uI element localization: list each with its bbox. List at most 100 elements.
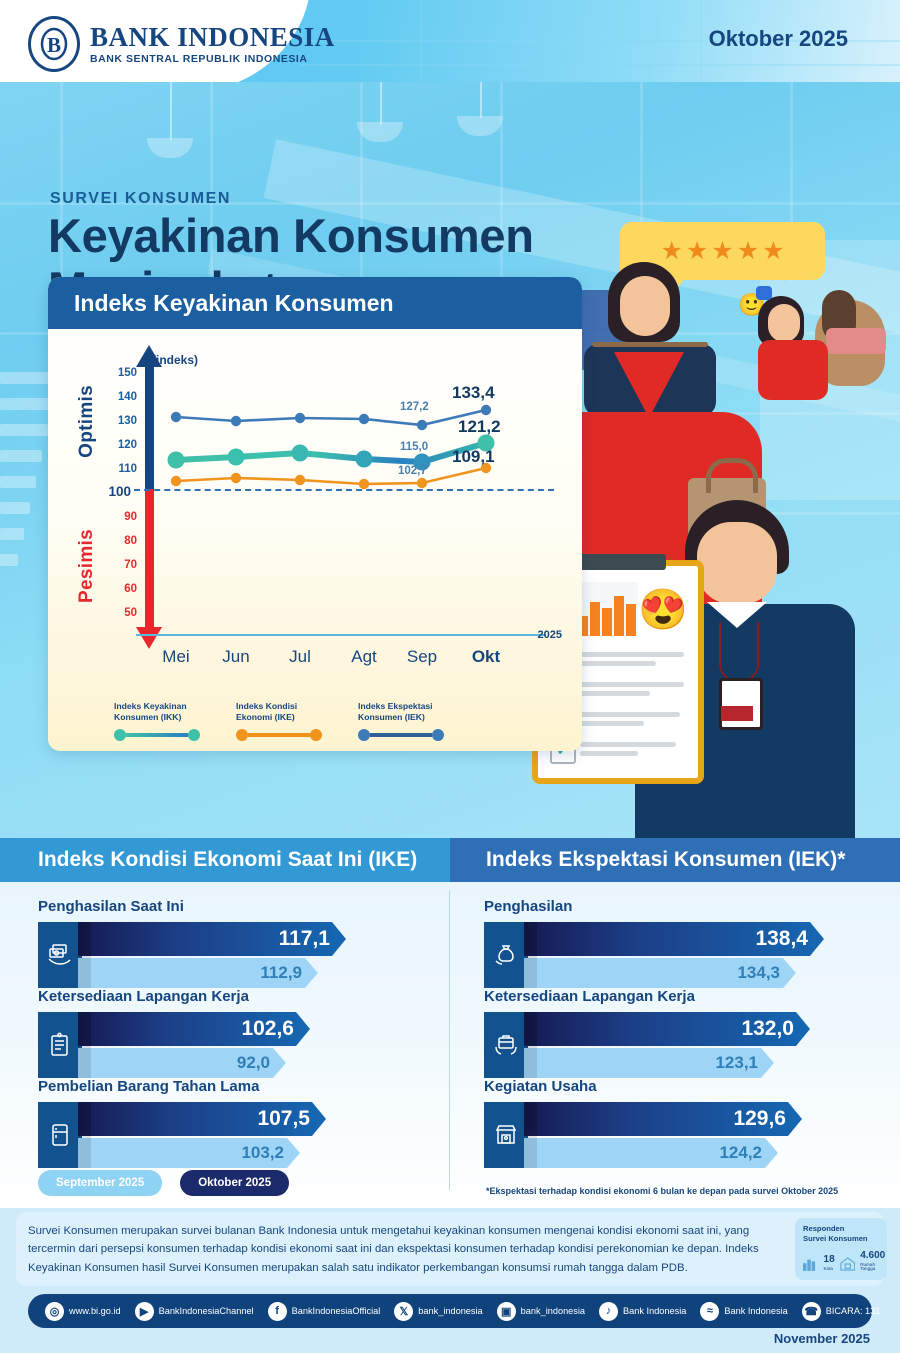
city-buildings-icon	[803, 1259, 816, 1271]
iek-value-previous: 124,2	[719, 1143, 762, 1162]
ike-bar-current: 102,6	[78, 1012, 310, 1046]
tiktok-icon: ♪	[599, 1301, 619, 1321]
page-header: B BANK INDONESIA BANK SENTRAL REPUBLIK I…	[0, 0, 900, 82]
globe-icon: ◎	[45, 1301, 64, 1321]
data-label-ikk-okt: 121,2	[458, 417, 501, 436]
series-point-ike	[294, 474, 306, 486]
ike-value-previous: 92,0	[236, 1053, 270, 1072]
hanger-icon	[592, 342, 708, 347]
ike-value-current: 107,5	[257, 1107, 310, 1130]
data-label-ike-okt: 109,1	[452, 447, 495, 466]
publish-date: November 2025	[773, 1331, 870, 1346]
footer-description-box	[16, 1212, 884, 1286]
chart-title: Indeks Keyakinan Konsumen	[74, 289, 394, 316]
series-point-ike	[358, 478, 370, 490]
series-point-ikk	[477, 434, 495, 452]
series-point-ikk	[413, 453, 431, 471]
ike-section-header: Indeks Kondisi Ekonomi Saat Ini (IKE)	[0, 838, 450, 882]
placeholder-line	[580, 682, 684, 687]
house-icon	[839, 1256, 855, 1271]
girl-face	[768, 304, 800, 342]
bar-notch	[78, 1102, 91, 1168]
legend-label-line2: Konsumen (IEK)	[358, 712, 425, 723]
social-item-website[interactable]: ◎ www.bi.go.id	[40, 1301, 126, 1321]
series-point-ikk	[227, 448, 245, 466]
responden-rt-label: Rumah Tangga	[860, 1261, 876, 1272]
bar-notch	[78, 1012, 91, 1078]
data-label-iek-sep: 127,2	[400, 401, 429, 413]
header-date-badge: Oktober 2025	[708, 26, 848, 51]
series-point-iek	[230, 415, 242, 427]
chart-axis-unit: (indeks)	[152, 353, 199, 367]
y-tick-120: 120	[117, 439, 137, 451]
iek-value-current: 138,4	[755, 927, 808, 950]
ike-bar-previous: 92,0	[78, 1048, 286, 1078]
social-label: bank_indonesia	[418, 1306, 483, 1316]
woman-face	[620, 276, 670, 336]
iek-item-label: Penghasilan	[484, 898, 573, 915]
bank-indonesia-logo: B BANK INDONESIA BANK SENTRAL REPUBLIK I…	[28, 16, 335, 72]
pill-previous-period: September 2025	[38, 1170, 163, 1196]
series-point-iek	[294, 412, 306, 424]
spotify-icon: ≈	[700, 1301, 720, 1321]
social-item-tiktok[interactable]: ♪ Bank Indonesia	[594, 1301, 691, 1321]
svg-text:B: B	[47, 33, 61, 57]
iek-value-current: 129,6	[733, 1107, 786, 1130]
legend-swatch-ike	[236, 729, 322, 742]
legend-label-line1: Indeks Keyakinan	[114, 701, 187, 711]
iek-item-penghasilan: Penghasilan 138,4 134,3	[484, 898, 864, 988]
lamp-shade-icon	[147, 138, 193, 158]
social-label: Bank Indonesia	[724, 1306, 788, 1316]
chart-card-header: Indeks Keyakinan Konsumen	[48, 277, 582, 329]
ike-value-previous: 103,2	[241, 1143, 284, 1162]
social-item-bicara[interactable]: ☎ BICARA: 131	[797, 1301, 886, 1321]
money-bag-icon	[484, 922, 528, 988]
consumer-confidence-chart-card: Indeks Keyakinan Konsumen (indeks) Optim…	[48, 277, 582, 751]
lamp-cord-icon	[380, 82, 382, 124]
social-item-instagram[interactable]: ▣ bank_indonesia	[492, 1301, 590, 1321]
chart-plot-area: (indeks) Optimis Pesimis 150 140 130 120…	[48, 329, 582, 751]
iek-bar-current: 129,6	[524, 1102, 802, 1136]
bi-emblem-icon: B	[28, 16, 80, 72]
x-tick-mei: Mei	[162, 647, 190, 666]
reference-line-100	[134, 489, 554, 491]
social-item-spotify[interactable]: ≈ Bank Indonesia	[695, 1301, 792, 1321]
ike-value-current: 102,6	[241, 1017, 294, 1040]
series-point-ikk	[355, 450, 373, 468]
lanyard-icon	[719, 622, 759, 682]
pill-current-period: Oktober 2025	[180, 1170, 290, 1196]
series-line-ikk	[173, 440, 489, 466]
chart-legend: Indeks Keyakinan Konsumen (IKK) Indeks K…	[114, 701, 444, 742]
bar-notch	[78, 922, 91, 988]
series-point-ike	[170, 475, 182, 487]
ike-bar-previous: 103,2	[78, 1138, 300, 1168]
y-tick-150: 150	[117, 367, 137, 379]
star-icon: ★	[711, 236, 734, 265]
period-legend-pills: September 2025 Oktober 2025	[38, 1170, 290, 1196]
social-item-youtube[interactable]: ▶ BankIndonesiaChannel	[130, 1301, 259, 1321]
y-tick-70: 70	[124, 559, 137, 571]
series-point-ikk	[167, 451, 185, 469]
fridge-icon	[38, 1102, 82, 1168]
placeholder-line	[580, 652, 684, 657]
y-tick-100: 100	[108, 484, 131, 499]
x-tick-okt: Okt	[471, 647, 501, 666]
heart-eyes-emoji-icon: 😍	[638, 588, 688, 632]
lamp-cord-icon	[480, 82, 482, 118]
series-point-iek	[416, 419, 428, 431]
lamp-shade-icon	[457, 116, 503, 136]
id-badge-icon	[719, 678, 763, 730]
chart-series-svg	[167, 404, 495, 490]
star-icon: ★	[762, 236, 785, 265]
social-item-x-twitter[interactable]: 𝕏 bank_indonesia	[389, 1301, 487, 1321]
stairs-decor	[0, 372, 70, 672]
series-point-iek	[170, 411, 182, 423]
phone-icon: ☎	[801, 1301, 821, 1321]
series-line-iek	[175, 408, 487, 427]
social-item-facebook[interactable]: f BankIndonesiaOfficial	[263, 1301, 386, 1321]
legend-item-iek: Indeks Ekspektasi Konsumen (IEK)	[358, 701, 444, 742]
ike-item-lapangan-kerja: Ketersediaan Lapangan Kerja 102,6 92,0	[38, 988, 378, 1078]
ike-item-label: Pembelian Barang Tahan Lama	[38, 1078, 260, 1095]
iek-value-current: 132,0	[741, 1017, 794, 1040]
iek-section-header: Indeks Ekspektasi Konsumen (IEK)*	[450, 838, 900, 882]
